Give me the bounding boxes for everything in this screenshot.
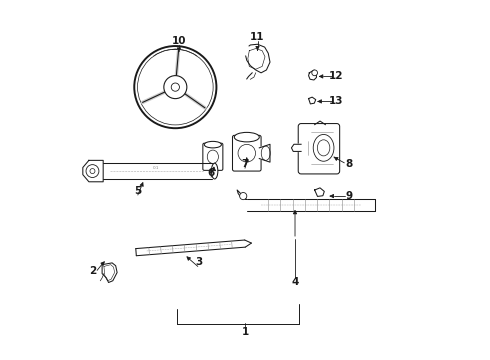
Text: 10: 10 [172, 36, 186, 46]
Text: 9: 9 [345, 191, 352, 201]
Circle shape [164, 76, 187, 99]
Text: 4: 4 [292, 277, 299, 287]
Polygon shape [259, 144, 270, 162]
Circle shape [86, 165, 99, 177]
Circle shape [90, 168, 95, 174]
Polygon shape [237, 190, 246, 199]
Circle shape [312, 70, 318, 76]
Text: 8: 8 [345, 159, 352, 169]
Text: 13: 13 [329, 96, 343, 107]
Text: 5: 5 [134, 186, 142, 196]
Text: 12: 12 [329, 71, 343, 81]
Text: 6: 6 [207, 168, 215, 178]
Text: 11: 11 [250, 32, 265, 42]
Polygon shape [102, 263, 117, 283]
Ellipse shape [204, 141, 221, 148]
Polygon shape [315, 188, 324, 197]
Ellipse shape [211, 163, 218, 179]
Polygon shape [292, 144, 301, 152]
FancyBboxPatch shape [232, 135, 261, 171]
Text: 2: 2 [90, 266, 97, 276]
Text: 1: 1 [242, 327, 248, 337]
FancyBboxPatch shape [298, 123, 340, 174]
Circle shape [240, 193, 247, 200]
Text: 3: 3 [195, 257, 202, 267]
FancyBboxPatch shape [203, 143, 223, 170]
Polygon shape [245, 44, 270, 73]
Circle shape [171, 83, 179, 91]
Polygon shape [83, 160, 103, 182]
Text: 7: 7 [241, 159, 249, 169]
Text: 0.1: 0.1 [152, 166, 159, 170]
Polygon shape [309, 97, 316, 104]
Polygon shape [309, 71, 317, 80]
Ellipse shape [234, 132, 259, 142]
